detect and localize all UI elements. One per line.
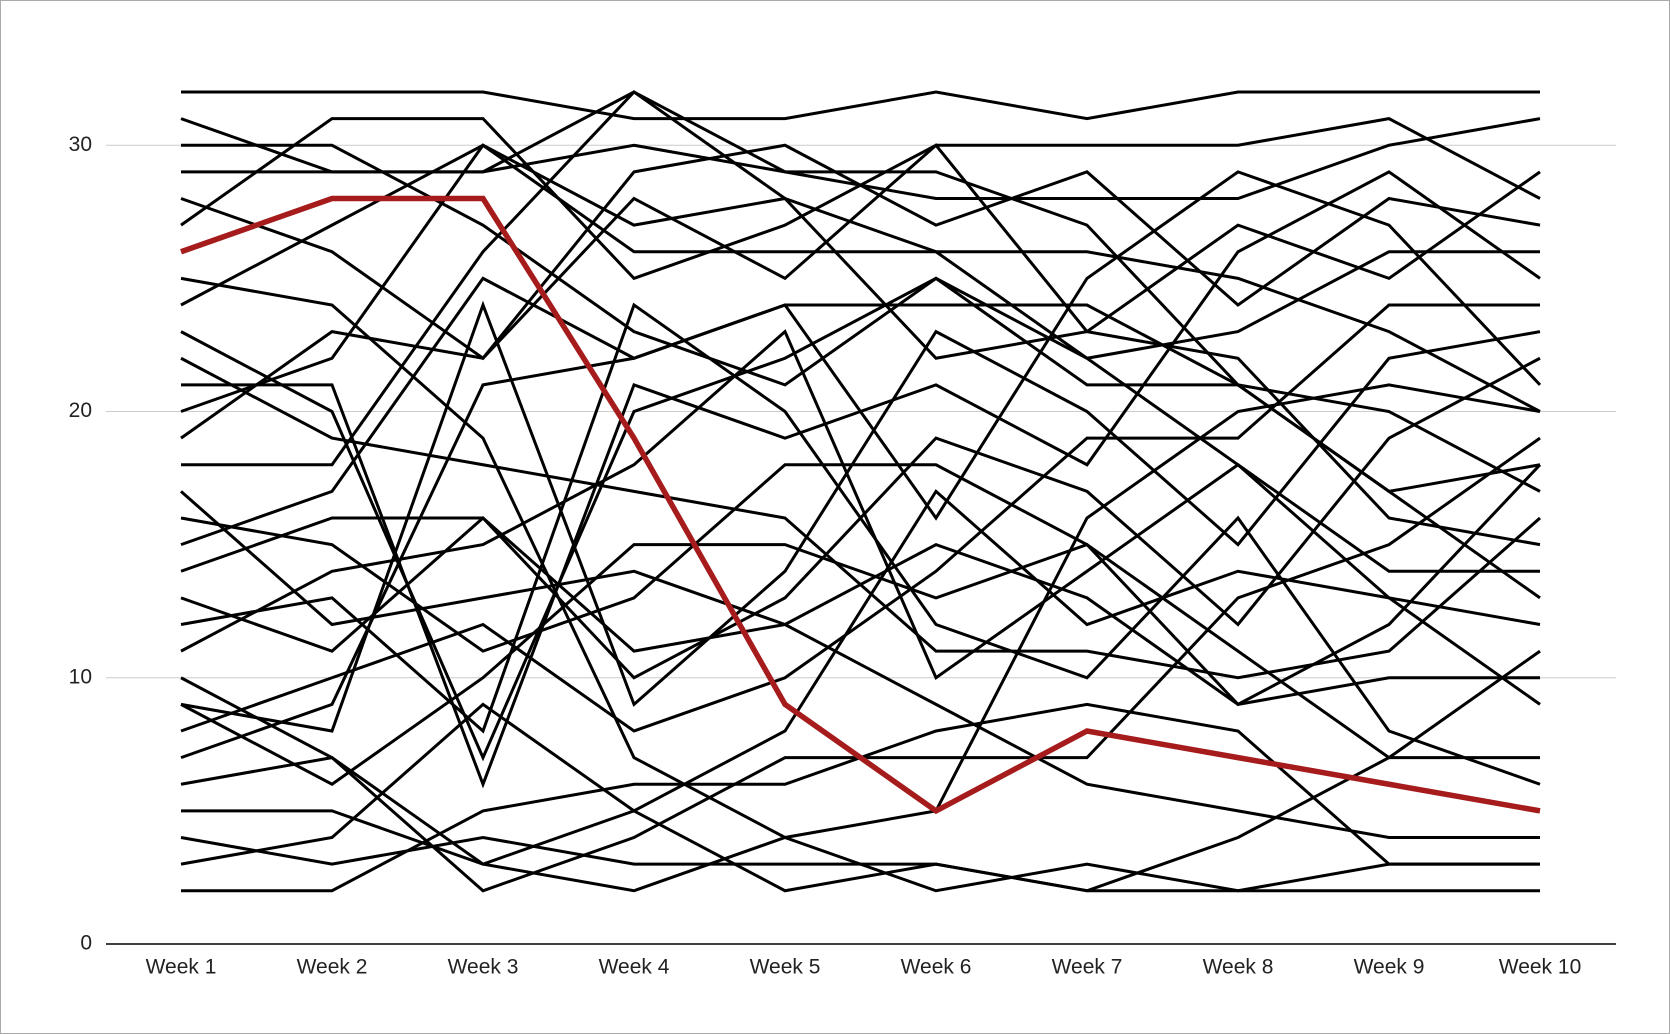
- series-line: [180, 170, 1542, 547]
- series-line: [180, 143, 1541, 413]
- series-line: [180, 300, 1541, 733]
- series-line: [180, 489, 1541, 866]
- y-tick-label: 30: [69, 133, 92, 156]
- x-tick-label: Week 10: [1499, 956, 1582, 979]
- x-tick-label: Week 7: [1052, 956, 1123, 979]
- series-line: [180, 117, 1541, 281]
- y-tick-label: 10: [69, 665, 92, 688]
- x-tick-label: Week 8: [1203, 956, 1274, 979]
- series-line: [180, 195, 1541, 815]
- x-tick-label: Week 6: [901, 956, 972, 979]
- series-line: [180, 302, 1541, 786]
- series-line: [181, 90, 1540, 121]
- series-line: [180, 463, 1540, 760]
- x-tick-label: Week 3: [448, 956, 519, 979]
- series-line: [180, 516, 1540, 839]
- y-tick-label: 0: [80, 932, 92, 955]
- x-tick-label: Week 9: [1354, 956, 1425, 979]
- y-tick-label: 20: [69, 399, 92, 422]
- series-line: [180, 329, 1540, 681]
- series-line: [181, 809, 1540, 893]
- x-tick-label: Week 2: [297, 956, 368, 979]
- x-tick-label: Week 4: [599, 956, 670, 979]
- series-line: [180, 143, 1541, 413]
- series-line: [180, 490, 1540, 706]
- series-line: [180, 303, 1541, 760]
- x-tick-label: Week 1: [146, 956, 217, 979]
- series-line: [180, 383, 1541, 893]
- series-line: [180, 303, 1540, 733]
- x-tick-label: Week 5: [750, 956, 821, 979]
- series-line: [180, 463, 1542, 787]
